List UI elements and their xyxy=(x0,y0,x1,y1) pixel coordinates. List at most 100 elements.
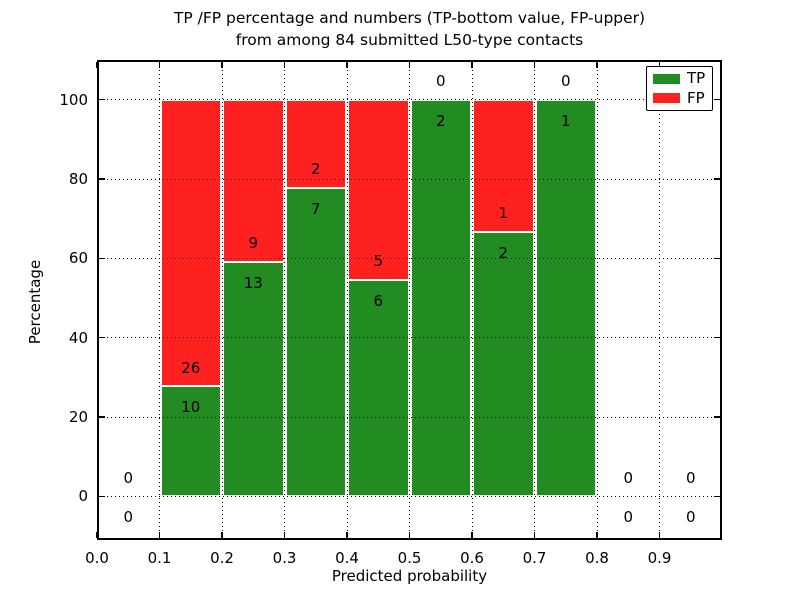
x-gridline xyxy=(409,62,410,538)
x-axis-label: Predicted probability xyxy=(331,567,488,585)
x-tick-bottom xyxy=(158,532,161,538)
legend-label-fp: FP xyxy=(687,88,705,107)
x-tick-label: 0.7 xyxy=(522,549,547,567)
y-tick-left xyxy=(99,495,105,498)
x-tick-top xyxy=(471,62,473,68)
x-tick-top xyxy=(596,62,598,68)
fp-count-label: 0 xyxy=(123,468,134,487)
bar-segment-tp xyxy=(473,231,534,497)
x-tick-top xyxy=(533,62,536,68)
y-tick-left xyxy=(99,98,105,101)
x-tick-top xyxy=(221,62,223,68)
x-tick-label: 0.2 xyxy=(210,549,234,567)
x-tick-label: 0.0 xyxy=(85,549,109,567)
y-tick-left xyxy=(99,257,105,260)
x-tick-bottom xyxy=(408,532,411,538)
bar-segment-tp xyxy=(285,187,346,497)
y-tick-right xyxy=(714,178,720,180)
x-gridline xyxy=(659,62,660,538)
x-tick-label: 0.5 xyxy=(397,549,422,567)
fp-count-label: 2 xyxy=(310,160,321,179)
chart-title: TP /FP percentage and numbers (TP-bottom… xyxy=(97,7,722,51)
tp-count-label: 13 xyxy=(243,273,263,292)
y-tick-left xyxy=(99,178,105,180)
tp-count-label: 2 xyxy=(498,243,509,262)
tp-swatch-icon xyxy=(653,73,680,84)
tp-count-label: 10 xyxy=(181,398,201,417)
x-tick-bottom xyxy=(471,532,473,538)
tp-count-label: 2 xyxy=(435,111,446,130)
legend-entry-tp: TP xyxy=(653,71,706,86)
fp-count-label: 1 xyxy=(498,204,509,223)
x-tick-bottom xyxy=(533,532,536,538)
bar-segment-tp xyxy=(348,279,409,497)
x-tick-bottom xyxy=(346,532,348,538)
x-tick-label: 0.9 xyxy=(647,549,672,567)
x-gridline xyxy=(284,62,285,538)
x-tick-bottom xyxy=(96,532,98,538)
y-tick-right xyxy=(714,257,720,260)
y-tick-right xyxy=(714,98,720,101)
x-tick-label: 0.3 xyxy=(272,549,297,567)
y-tick-right xyxy=(714,336,720,339)
fp-count-label: 0 xyxy=(685,468,696,487)
x-tick-top xyxy=(346,62,348,68)
x-tick-label: 0.8 xyxy=(585,549,609,567)
x-tick-bottom xyxy=(283,532,286,538)
chart-title-line2: from among 84 submitted L50-type contact… xyxy=(235,31,584,49)
y-tick-right xyxy=(714,416,720,418)
x-tick-bottom xyxy=(658,532,661,538)
y-tick-label: 40 xyxy=(68,328,88,347)
x-tick-label: 0.4 xyxy=(335,549,359,567)
tp-count-label: 1 xyxy=(560,111,571,130)
bar-segment-fp xyxy=(348,99,409,280)
y-tick-label: 20 xyxy=(68,408,88,427)
bar-segment-fp xyxy=(160,99,221,387)
x-gridline xyxy=(471,62,473,538)
y-tick-left xyxy=(99,416,105,418)
x-gridline xyxy=(596,62,598,538)
bar-segment-tp xyxy=(223,261,284,497)
tp-count-label: 0 xyxy=(685,508,696,527)
fp-count-label: 26 xyxy=(181,358,201,377)
fp-count-label: 9 xyxy=(248,234,259,253)
bar-segment-tp xyxy=(535,99,596,497)
y-tick-label: 0 xyxy=(78,487,88,506)
fp-count-label: 0 xyxy=(560,72,571,91)
tp-count-label: 6 xyxy=(373,292,384,310)
chart-title-line1: TP /FP percentage and numbers (TP-bottom… xyxy=(173,9,646,27)
legend-entry-fp: FP xyxy=(653,88,706,107)
y-tick-right xyxy=(714,495,720,498)
fp-count-label: 0 xyxy=(623,468,634,487)
fp-count-label: 0 xyxy=(435,72,446,91)
bar-segment-tp xyxy=(410,99,471,497)
tp-count-label: 7 xyxy=(310,199,321,218)
legend: TP FP xyxy=(646,66,713,111)
tp-count-label: 0 xyxy=(623,508,634,527)
x-tick-label: 0.6 xyxy=(460,549,484,567)
bar-segment-fp xyxy=(223,99,284,262)
x-tick-top xyxy=(158,62,161,68)
fp-swatch-icon xyxy=(653,93,680,104)
y-tick-label: 60 xyxy=(68,249,88,268)
x-tick-bottom xyxy=(221,532,223,538)
bar-segment-tp xyxy=(160,386,221,497)
x-tick-top xyxy=(408,62,411,68)
bar-segment-fp xyxy=(285,99,346,188)
y-tick-label: 100 xyxy=(59,90,88,109)
x-gridline xyxy=(221,62,223,538)
y-tick-left xyxy=(99,336,105,339)
tp-count-label: 0 xyxy=(123,508,134,527)
x-tick-top xyxy=(96,62,98,68)
x-tick-top xyxy=(658,62,661,68)
x-tick-top xyxy=(283,62,286,68)
legend-label-tp: TP xyxy=(687,69,706,88)
fp-count-label: 5 xyxy=(373,252,384,271)
x-tick-bottom xyxy=(596,532,598,538)
x-gridline xyxy=(346,62,348,538)
x-gridline xyxy=(534,62,535,538)
y-tick-label: 80 xyxy=(68,170,88,188)
bar-segment-fp xyxy=(473,99,534,232)
x-tick-label: 0.1 xyxy=(147,549,172,567)
